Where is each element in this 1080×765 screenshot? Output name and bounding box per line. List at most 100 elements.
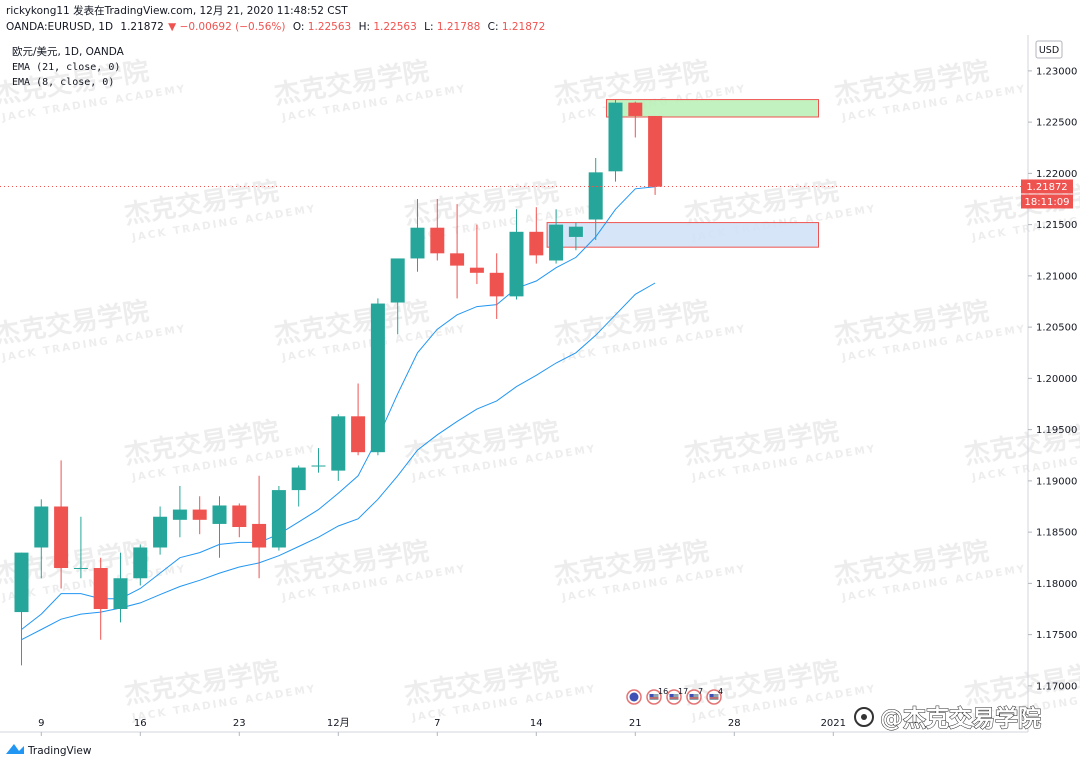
ohlc-c-value: 1.21872	[502, 21, 545, 33]
ohlc-h-label: H:	[359, 21, 370, 33]
candle	[450, 204, 465, 299]
candle-body	[608, 102, 623, 172]
candle	[34, 499, 49, 579]
candle	[252, 475, 267, 579]
event-count: 16	[658, 687, 668, 696]
candle	[271, 486, 286, 551]
last-price-tag-text: 1.21872	[1026, 182, 1067, 193]
flag-icon[interactable]: 7	[686, 687, 703, 705]
x-tick-label: 23	[233, 718, 246, 729]
y-tick-label: 1.22000	[1036, 169, 1077, 180]
candle-body	[54, 506, 69, 568]
globe-icon[interactable]	[626, 689, 642, 705]
candle-body	[568, 226, 583, 237]
candle-body	[469, 267, 484, 273]
candle	[311, 448, 326, 473]
candle-body	[34, 506, 49, 548]
candle-body	[370, 303, 385, 453]
y-tick-label: 1.17000	[1036, 681, 1077, 692]
footer-brand: TradingView	[27, 745, 92, 757]
candle	[212, 496, 227, 558]
ohlc-l-value: 1.21788	[437, 21, 480, 33]
last-value: 1.21872	[120, 21, 163, 33]
candle	[113, 552, 128, 623]
candle-body	[489, 272, 504, 297]
flag-icon[interactable]: 16	[646, 687, 668, 705]
candle-body	[172, 509, 187, 520]
candle	[232, 503, 247, 538]
candle	[331, 414, 346, 481]
price-axis[interactable]: 1.17000 1.17500 1.18000 1.18500 1.19000 1.195…	[1028, 66, 1077, 692]
candle	[648, 115, 663, 195]
candle	[469, 224, 484, 285]
candle	[588, 158, 603, 240]
y-tick-label: 1.22500	[1036, 118, 1077, 129]
candle	[73, 516, 88, 579]
candle-body	[232, 505, 247, 527]
time-axis[interactable]: 9 16 23 12月 7 14 21 28 2021	[38, 717, 846, 736]
candle	[93, 557, 108, 640]
ohlc-h-value: 1.22563	[373, 21, 416, 33]
candle-body	[14, 552, 29, 613]
event-count: 17	[678, 687, 688, 696]
candle	[509, 209, 524, 300]
candle	[172, 486, 187, 538]
y-tick-label: 1.23000	[1036, 66, 1077, 77]
x-tick-label: 21	[629, 718, 642, 729]
x-tick-label: 7	[434, 718, 440, 729]
candle-body	[588, 172, 603, 220]
zone-demand[interactable]	[546, 222, 819, 248]
legend-series[interactable]: 欧元/美元, 1D, OANDA	[12, 45, 125, 58]
candle	[549, 209, 564, 264]
flag-icon[interactable]: 17	[666, 687, 688, 705]
y-tick-label: 1.18500	[1036, 528, 1077, 539]
x-tick-label: 28	[728, 718, 741, 729]
y-tick-label: 1.19500	[1036, 425, 1077, 436]
candle	[133, 544, 148, 586]
candle-body	[113, 578, 128, 609]
candle	[628, 101, 643, 138]
candle	[608, 99, 623, 182]
candle	[529, 207, 544, 264]
candle-body	[648, 115, 663, 187]
x-tick-label: 16	[134, 718, 147, 729]
legend-ema-8[interactable]: EMA (8, close, 0)	[12, 77, 114, 88]
candle-body	[212, 505, 227, 524]
publish-line: rickykong11 发表在TradingView.com, 12月 21, …	[6, 4, 348, 17]
flag-icon[interactable]: 4	[706, 687, 723, 705]
candle-body	[529, 231, 544, 256]
symbol-line: OANDA:EURUSD, 1D 1.21872 ▼ −0.00692 (−0.…	[6, 21, 545, 33]
tradingview-logo-icon	[6, 744, 24, 754]
ohlc-o-value: 1.22563	[308, 21, 351, 33]
candle-body	[153, 516, 168, 548]
ohlc-o-label: O:	[293, 21, 305, 33]
event-count: 7	[698, 687, 703, 696]
candle-body	[291, 467, 306, 491]
zone-supply[interactable]	[606, 99, 819, 118]
header: rickykong11 发表在TradingView.com, 12月 21, …	[6, 4, 545, 33]
legend-ema-21[interactable]: EMA (21, close, 0)	[12, 62, 120, 73]
candle	[153, 506, 168, 555]
candle	[568, 222, 583, 251]
zone-layer	[546, 99, 819, 248]
x-tick-label: 12月	[327, 717, 350, 729]
candle-body	[331, 416, 346, 471]
last-price-tag: 1.21872 18:11:09	[1021, 179, 1073, 209]
candle	[192, 496, 207, 535]
footer[interactable]: TradingView	[6, 744, 92, 757]
candle-body	[311, 465, 326, 467]
symbol: OANDA:EURUSD, 1D	[6, 21, 113, 33]
candle-body	[252, 523, 267, 548]
x-tick-label: 9	[38, 718, 44, 729]
currency-badge[interactable]: USD	[1035, 40, 1063, 59]
y-tick-label: 1.21000	[1036, 271, 1077, 282]
